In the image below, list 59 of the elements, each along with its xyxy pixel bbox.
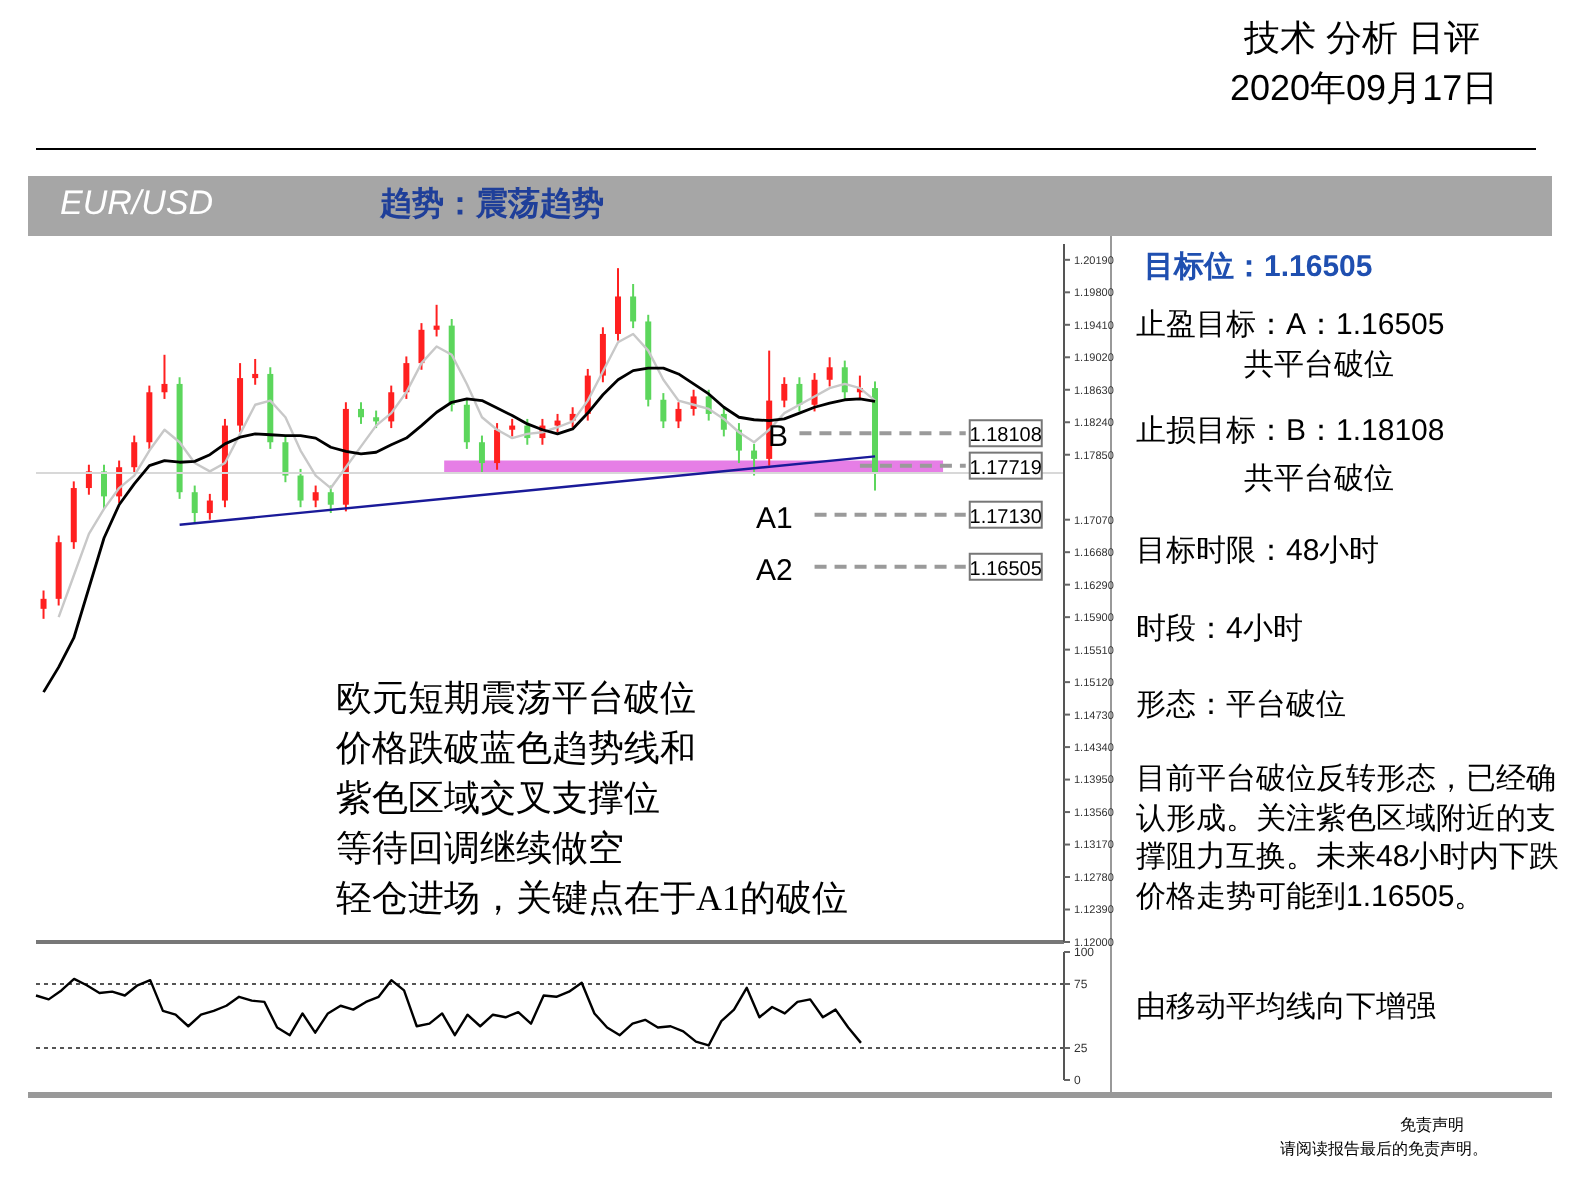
candlestick [312,484,319,509]
candlestick [358,401,365,425]
candlestick [252,357,259,386]
text: 免责声明 [1400,1116,1464,1137]
candlestick [615,267,622,342]
chart-title: EUR/USD [60,184,214,224]
candlestick [796,376,803,413]
text: 目标位：1.16505 [1144,248,1373,287]
text: 目标时限：48小时 [1136,532,1380,571]
candlestick [463,397,470,450]
candlestick [433,303,440,338]
candlestick [554,412,561,434]
candlestick [282,434,289,484]
text: 时段：4小时 [1136,610,1303,649]
text: 技术 分析 日评 [1244,16,1481,62]
candlestick [478,434,485,475]
annotation: 欧元短期震荡平台破位 [336,676,696,722]
text: 2020年09月17日 [1230,66,1499,112]
candlestick [660,392,667,430]
candlestick [101,463,108,510]
candlestick [191,484,198,525]
text: 由移动平均线向下增强 [1136,988,1436,1027]
text: 止损目标：B：1.18108 [1136,412,1445,451]
annotation: 轻仓进场，关键点在于A1的破位 [336,876,848,922]
text: 目前平台破位反转形态，已经确认形成。关注紫色区域附近的支撑阻力互换。未来48小时内下跌价格走势可能到1.16505。 [1136,760,1560,916]
candlestick [161,353,168,400]
ref-line-label: 1.17719 [969,457,1043,480]
candlestick [418,322,425,371]
ref-line-label: 1.16505 [969,558,1043,581]
candlestick [206,492,213,521]
text: 共平台破位 [1244,346,1394,385]
candlestick [85,463,92,496]
candlestick [327,484,334,515]
candlestick [599,326,606,384]
ref-line-label: 1.17130 [969,506,1043,529]
annotation: A2 [756,552,793,591]
ref-line-label: 1.18108 [969,425,1043,448]
line-series [57,332,877,619]
text: 形态：平台破位 [1136,686,1346,725]
candlestick [297,467,304,509]
candlestick [403,355,410,400]
candlestick [40,589,47,620]
annotation: 紫色区域交叉支撑位 [336,776,660,822]
text: 止盈目标：A：1.16505 [1136,306,1445,345]
annotation: 等待回调继续做空 [336,826,624,872]
line-series [34,977,863,1047]
candlestick [751,442,758,477]
text: 共平台破位 [1244,460,1394,499]
chart-subtitle: 趋势：震荡趋势 [380,184,604,226]
candlestick [131,434,138,475]
candlestick [675,401,682,430]
candlestick [630,282,637,330]
annotation: 价格跌破蓝色趋势线和 [336,726,696,772]
candlestick [494,422,501,471]
annotation: A1 [756,500,793,539]
candlestick [826,356,833,388]
text: 请阅读报告最后的免责声明。 [1280,1140,1488,1161]
candlestick [781,376,788,409]
candlestick [237,362,244,434]
